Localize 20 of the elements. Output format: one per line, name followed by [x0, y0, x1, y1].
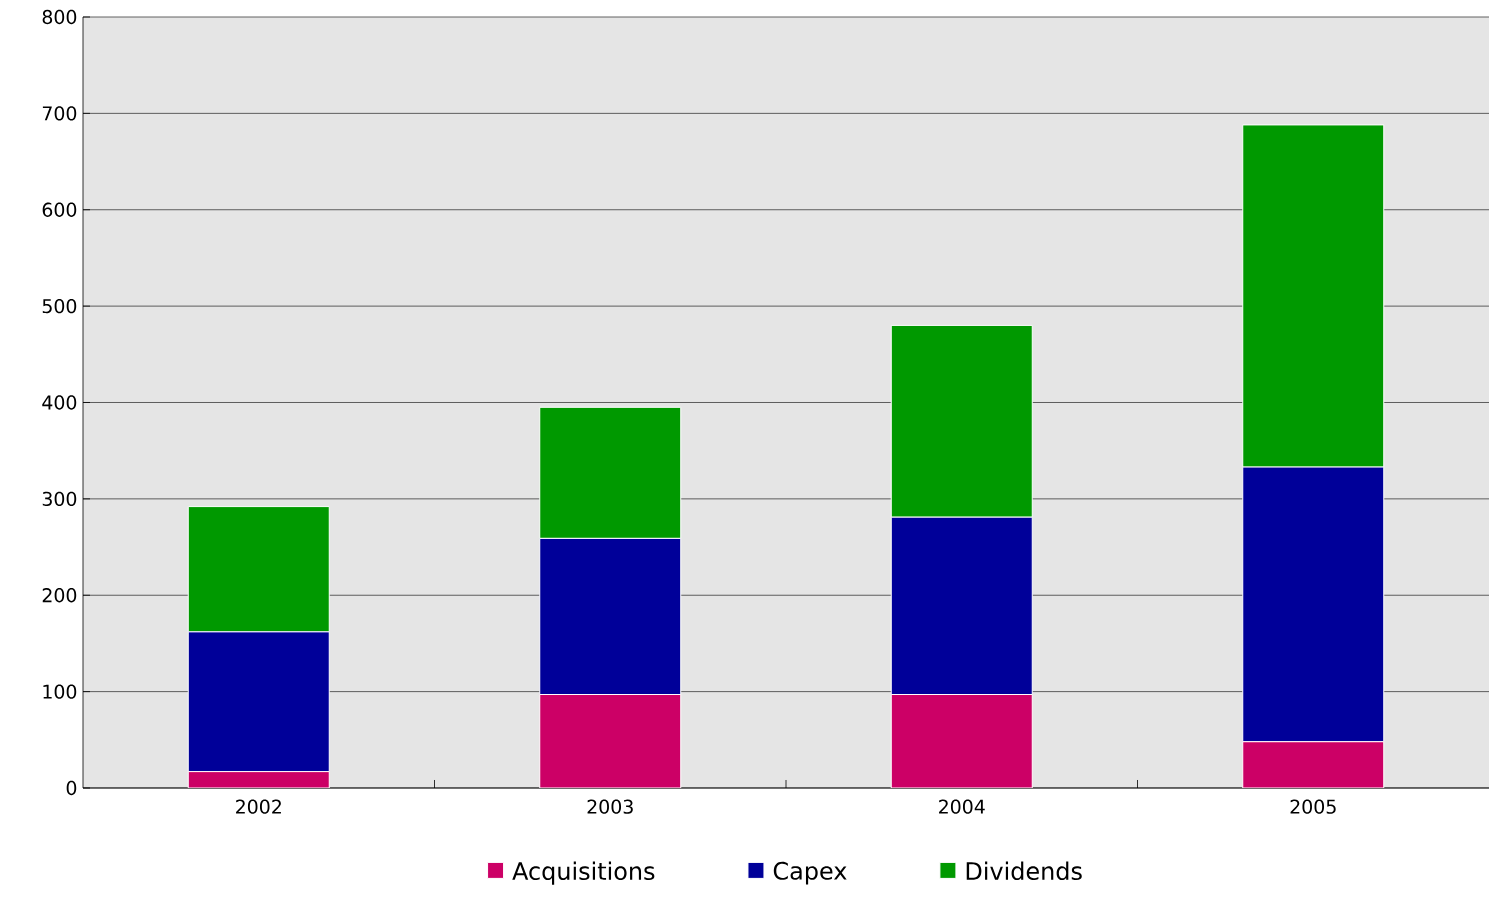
x-tick-label: 2003 — [587, 799, 633, 814]
y-tick-label: 400 — [42, 395, 77, 410]
y-tick-label: 500 — [42, 298, 77, 314]
y-tick-label: 0 — [66, 780, 77, 796]
bar — [539, 694, 682, 788]
y-tick-label: 700 — [42, 106, 77, 121]
y-tick-label: 200 — [42, 588, 77, 603]
y-tick-label: 100 — [43, 684, 77, 699]
y-tick-label: 800 — [42, 9, 77, 25]
y-tick-label: 300 — [42, 491, 77, 507]
y-tick-label: 600 — [42, 202, 77, 217]
legend-label: Acquisitions — [512, 861, 655, 885]
x-tick-label: 2005 — [1290, 799, 1336, 814]
bar — [187, 771, 330, 788]
legend-label: Dividends — [966, 861, 1082, 881]
bar — [1242, 741, 1385, 788]
bar — [890, 694, 1033, 788]
x-tick-label: 2002 — [236, 799, 281, 814]
legend-label: Capex — [773, 861, 847, 885]
x-tick-label: 2004 — [939, 799, 985, 814]
